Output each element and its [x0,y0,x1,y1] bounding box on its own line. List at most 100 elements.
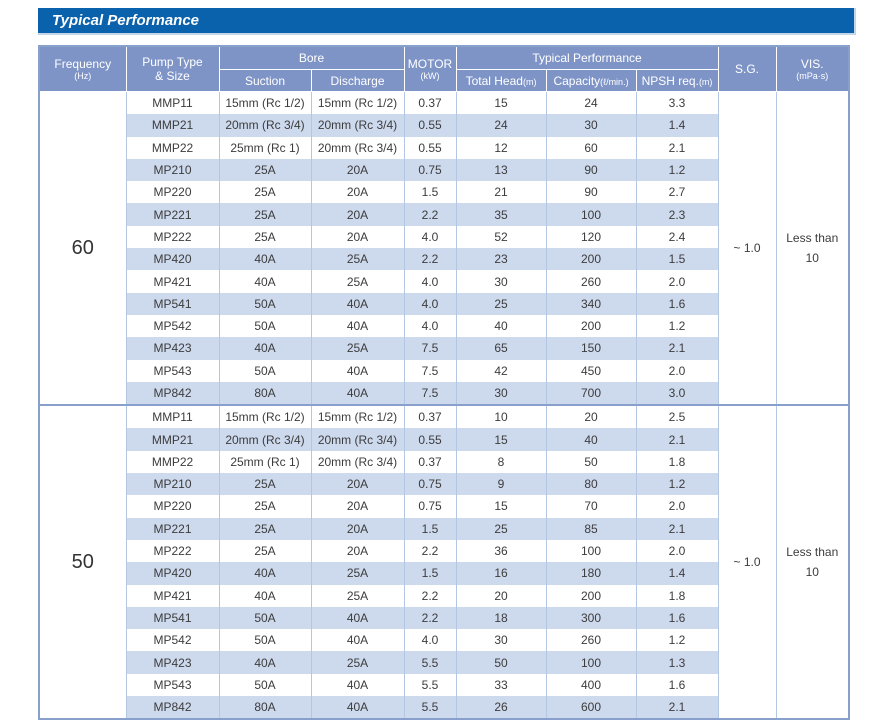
pump-type-cell: MP842 [125,381,220,406]
suction-bore-cell: 40A [218,248,312,271]
suction-bore-cell: 50A [218,673,312,697]
col-header-pump-type: Pump Type & Size [125,45,220,92]
capacity-cell: 400 [545,673,637,697]
pump-type-cell: MP420 [125,562,220,585]
npsh-req-cell: 2.1 [635,517,719,540]
discharge-bore-cell: 25A [310,248,405,271]
pump-type-cell: MP420 [125,248,220,271]
discharge-bore-cell: 25A [310,337,405,360]
suction-bore-cell: 40A [218,651,312,674]
table-row: MP423 40A 25A 7.5 65 150 2.1 [39,337,849,360]
npsh-req-cell: 1.2 [635,314,719,338]
discharge-bore-cell: 40A [310,696,405,720]
pump-type-cell: MP221 [125,517,220,540]
total-head-cell: 15 [455,428,547,451]
npsh-req-cell: 1.6 [635,606,719,630]
pump-type-cell: MP542 [125,629,220,652]
pump-type-cell: MMP11 [125,91,220,115]
total-head-cell: 30 [455,629,547,652]
total-head-cell: 25 [455,292,547,315]
col-header-motor: MOTOR (kW) [403,45,457,92]
suction-bore-cell: 50A [218,359,312,382]
col-header-bore: Bore [218,45,405,70]
npsh-req-cell: 1.6 [635,292,719,315]
npsh-req-cell: 2.0 [635,539,719,563]
capacity-cell: 24 [545,91,637,115]
npsh-req-cell: 2.1 [635,136,719,159]
total-head-cell: 12 [455,136,547,159]
table-row: MP541 50A 40A 4.0 25 340 1.6 [39,292,849,315]
capacity-cell: 100 [545,651,637,674]
discharge-bore-cell: 20A [310,473,405,496]
table-row: MP420 40A 25A 2.2 23 200 1.5 [39,248,849,271]
motor-kw-cell: 5.5 [403,673,457,697]
motor-kw-cell: 7.5 [403,337,457,360]
suction-bore-cell: 25mm (Rc 1) [218,450,312,474]
total-head-cell: 65 [455,337,547,360]
npsh-header-unit: (m) [698,76,713,87]
suction-bore-cell: 50A [218,314,312,338]
discharge-bore-cell: 20A [310,495,405,518]
vis-value-line2: 10 [805,565,819,580]
pump-type-cell: MP222 [125,225,220,249]
discharge-bore-cell: 40A [310,629,405,652]
table-row: MMP22 25mm (Rc 1) 20mm (Rc 3/4) 0.55 12 60 2.1 [39,136,849,159]
capacity-cell: 50 [545,450,637,474]
suction-bore-cell: 20mm (Rc 3/4) [218,428,312,451]
pump-type-cell: MP542 [125,314,220,338]
pump-type-cell: MMP21 [125,114,220,137]
frequency-header-unit: (Hz) [74,71,92,81]
frequency-header-label: Frequency [54,57,112,71]
table-row: 50 MMP11 15mm (Rc 1/2) 15mm (Rc 1/2) 0.37 10 2… [38,404,850,720]
performance-table: Frequency (Hz) Pump Type & Size Bore MOT… [38,45,851,720]
discharge-bore-cell: 40A [310,606,405,630]
npsh-req-cell: 2.5 [635,404,719,429]
npsh-req-cell: 1.2 [635,473,719,496]
col-header-frequency: Frequency (Hz) [38,45,127,92]
suction-bore-cell: 40A [218,562,312,585]
capacity-cell: 600 [545,696,637,720]
discharge-bore-cell: 20mm (Rc 3/4) [310,136,405,159]
npsh-req-cell: 1.8 [635,450,719,474]
capacity-cell: 70 [545,495,637,518]
pump-type-cell: MP221 [125,203,220,226]
vis-value-line2: 10 [805,251,819,266]
vis-value-line1: Less than [786,545,839,560]
capacity-cell: 150 [545,337,637,360]
pump-type-cell: MP220 [125,495,220,518]
suction-bore-cell: 40A [218,337,312,360]
frequency-value: 50 [38,404,127,720]
discharge-bore-cell: 20A [310,539,405,563]
col-header-vis: VIS. (mPa·s) [775,45,850,92]
discharge-bore-cell: 20A [310,517,405,540]
pump-type-header-line1: Pump Type [142,55,203,69]
page-title: Typical Performance [38,8,856,35]
pump-type-cell: MP421 [125,584,220,607]
pump-type-cell: MMP21 [125,428,220,451]
pump-type-cell: MP541 [125,606,220,630]
table-row: MP423 40A 25A 5.5 50 100 1.3 [39,651,849,674]
total-head-cell: 30 [455,270,547,293]
discharge-bore-cell: 40A [310,314,405,338]
discharge-bore-cell: 15mm (Rc 1/2) [310,91,405,115]
npsh-req-cell: 3.0 [635,381,719,406]
table-row: MP222 25A 20A 2.2 36 100 2.0 [39,539,849,563]
col-header-typical-performance: Typical Performance [455,45,719,70]
suction-bore-cell: 50A [218,629,312,652]
pump-type-cell: MP423 [125,337,220,360]
vis-header-unit: (mPa·s) [796,71,829,81]
suction-bore-cell: 40A [218,584,312,607]
col-header-sg: S.G. [717,45,777,92]
suction-bore-cell: 25A [218,495,312,518]
capacity-cell: 20 [545,404,637,429]
table-row: MP543 50A 40A 5.5 33 400 1.6 [39,673,849,697]
pump-type-cell: MP220 [125,181,220,204]
discharge-bore-cell: 20A [310,203,405,226]
sg-value: ~ 1.0 [717,91,777,406]
suction-bore-cell: 15mm (Rc 1/2) [218,91,312,115]
table-row: MP542 50A 40A 4.0 40 200 1.2 [39,314,849,338]
capacity-header-unit: (ℓ/min.) [600,76,629,87]
col-header-discharge: Discharge [310,69,405,92]
capacity-cell: 120 [545,225,637,249]
total-head-cell: 15 [455,91,547,115]
